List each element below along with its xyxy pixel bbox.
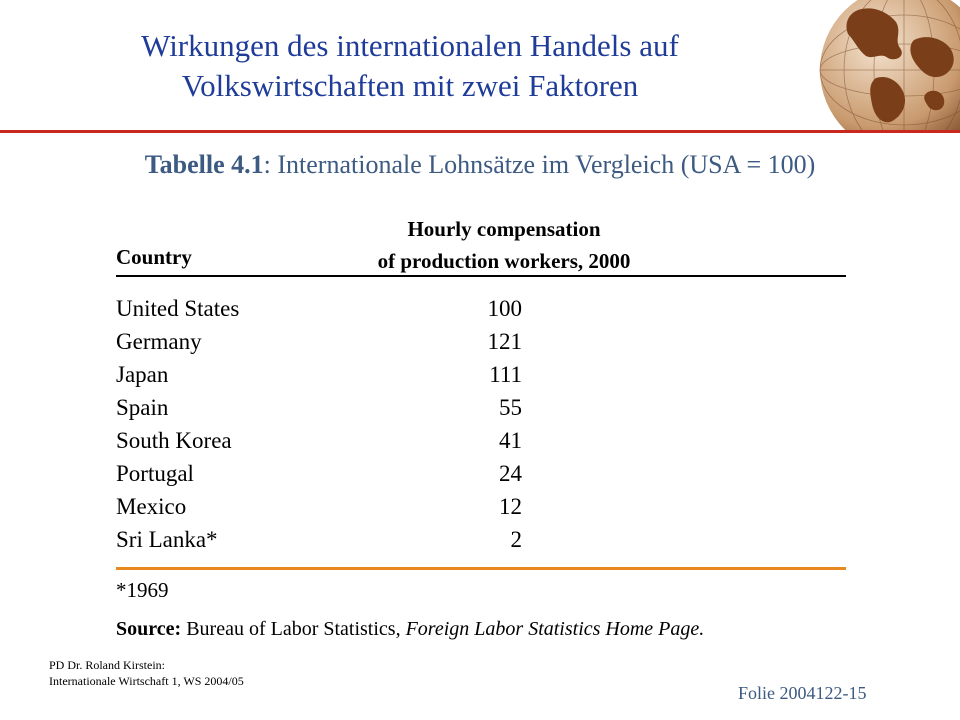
value-cell: 100 (487, 296, 523, 321)
value-cell: 55 (499, 395, 522, 420)
slide-title: Wirkungen des internationalen Handels au… (40, 26, 780, 106)
table-row: Spain 55 (116, 391, 846, 424)
title-line-2: Volkswirtschaften mit zwei Faktoren (181, 68, 639, 103)
table-row: Mexico 12 (116, 490, 846, 523)
table-row: Germany 121 (116, 325, 846, 358)
footer-author: PD Dr. Roland Kirstein: Internationale W… (49, 657, 244, 689)
table-row: Japan 111 (116, 358, 846, 391)
value-cell: 111 (489, 362, 522, 387)
table-caption: Tabelle 4.1: Internationale Lohnsätze im… (0, 150, 960, 180)
title-line-1: Wirkungen des internationalen Handels au… (141, 28, 679, 63)
value-cell: 12 (499, 494, 522, 519)
country-cell: Japan (116, 362, 169, 387)
value-cell: 41 (499, 428, 522, 453)
table-row: Sri Lanka* 2 (116, 523, 846, 556)
country-cell: Portugal (116, 461, 194, 486)
value-cell: 2 (510, 527, 523, 552)
slide-number: Folie 2004122-15 (738, 683, 867, 703)
caption-text: : Internationale Lohnsätze im Vergleich … (263, 150, 816, 179)
source-label: Source: (116, 618, 182, 640)
table-bottom-rule (116, 567, 846, 570)
header-comp-line-1: Hourly compensation (407, 217, 601, 241)
source-text: Bureau of Labor Statistics, (181, 618, 406, 640)
country-cell: South Korea (116, 428, 232, 453)
header-rule (116, 275, 846, 277)
table-footnote: *1969 (116, 578, 169, 602)
header-comp-line-2: of production workers, 2000 (377, 249, 631, 273)
header-divider (0, 130, 960, 133)
table-body: United States 100 Germany 121 Japan 111 Spa… (116, 292, 846, 556)
caption-label: Tabelle 4.1 (144, 150, 264, 179)
value-cell: 121 (487, 329, 523, 354)
wage-table: Country Hourly compensation of productio… (116, 205, 846, 552)
author-name: PD Dr. Roland Kirstein: (49, 658, 165, 672)
country-cell: Spain (116, 395, 169, 420)
course-name: Internationale Wirtschaft 1, WS 2004/05 (49, 674, 244, 688)
country-cell: Mexico (116, 494, 187, 519)
globe-icon (819, 0, 960, 133)
table-row: United States 100 (116, 292, 846, 325)
header-compensation: Hourly compensation of production worker… (352, 213, 656, 277)
country-cell: United States (116, 296, 240, 321)
table-row: South Korea 41 (116, 424, 846, 457)
country-cell: Sri Lanka* (116, 527, 218, 552)
value-cell: 24 (499, 461, 522, 486)
table-source: Source: Bureau of Labor Statistics, Fore… (116, 618, 704, 641)
table-row: Portugal 24 (116, 457, 846, 490)
header-country: Country (116, 245, 192, 269)
country-cell: Germany (116, 329, 202, 354)
table-header: Country Hourly compensation of productio… (116, 205, 846, 275)
source-publication: Foreign Labor Statistics Home Page. (405, 618, 705, 640)
